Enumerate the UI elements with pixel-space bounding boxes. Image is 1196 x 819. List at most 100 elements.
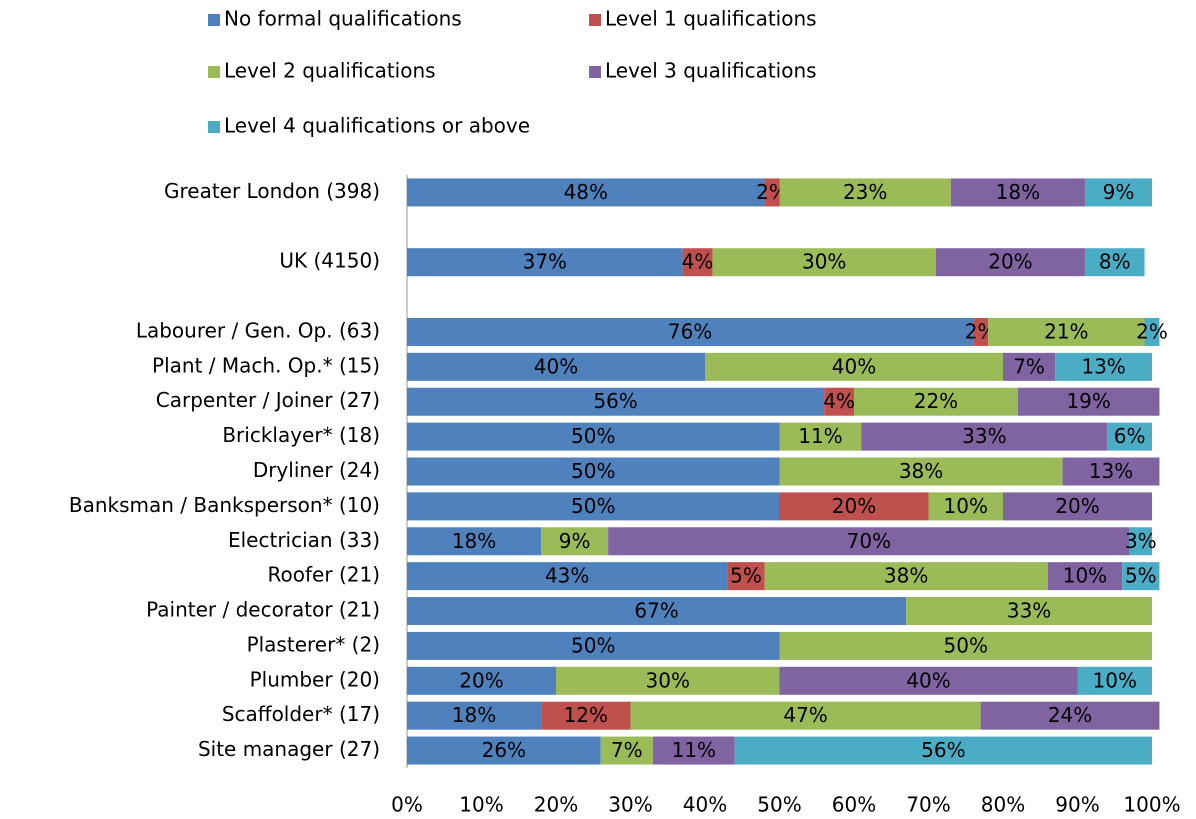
data-label: 10%	[1063, 564, 1107, 588]
data-label: 33%	[962, 424, 1006, 448]
data-label: 40%	[534, 354, 578, 378]
bar-segment	[407, 701, 542, 730]
data-label: 30%	[802, 250, 846, 274]
data-label: 6%	[1114, 424, 1146, 448]
bar-segment	[779, 666, 1078, 695]
legend-swatch	[589, 14, 601, 26]
y-tick-label: Plumber (20)	[250, 667, 380, 691]
bar-segment	[541, 527, 609, 556]
bar-segment	[727, 562, 765, 591]
x-tick-label: 80%	[981, 793, 1025, 817]
bar-segment	[906, 597, 1152, 626]
x-tick-label: 40%	[683, 793, 727, 817]
data-label: 56%	[593, 389, 637, 413]
bar-segment	[779, 492, 929, 521]
bar-segment	[407, 736, 601, 765]
bar-segment	[928, 492, 1003, 521]
x-tick-label: 30%	[608, 793, 652, 817]
bar-segment	[407, 248, 683, 277]
y-tick-label: Banksman / Banksperson* (10)	[69, 493, 380, 517]
data-label: 10%	[944, 494, 988, 518]
x-tick-label: 10%	[459, 793, 503, 817]
bar-segment	[1122, 562, 1160, 591]
data-label: 48%	[564, 180, 608, 204]
data-label: 5%	[1125, 564, 1157, 588]
bar-segment	[1062, 457, 1160, 486]
bar-segment	[1003, 352, 1056, 381]
data-label: 10%	[1093, 668, 1137, 692]
x-tick-label: 70%	[906, 793, 950, 817]
y-tick-label: UK (4150)	[279, 249, 380, 273]
data-label: 50%	[571, 424, 615, 448]
data-label: 33%	[1007, 599, 1051, 623]
bar-segment	[980, 701, 1160, 730]
x-tick-label: 60%	[832, 793, 876, 817]
data-label: 4%	[682, 250, 714, 274]
bar-segment	[1077, 666, 1152, 695]
bar-segment	[712, 248, 936, 277]
data-label: 20%	[459, 668, 503, 692]
bar-segment	[407, 631, 780, 660]
legend-swatch	[208, 14, 220, 26]
data-label: 19%	[1066, 389, 1110, 413]
y-tick-label: Carpenter / Joiner (27)	[156, 388, 380, 412]
data-label: 9%	[1103, 180, 1135, 204]
bar-segment	[1107, 422, 1152, 451]
bar-segment	[608, 527, 1130, 556]
data-label: 22%	[914, 389, 958, 413]
bar-segment	[407, 666, 556, 695]
bar-segment	[407, 527, 542, 556]
legend-swatch	[208, 121, 220, 133]
bar-segment	[854, 387, 1018, 416]
bar-segment	[988, 317, 1145, 346]
y-tick-label: Labourer / Gen. Op. (63)	[136, 318, 380, 342]
y-tick-label: Dryliner (24)	[253, 458, 380, 482]
bar-segment	[630, 701, 981, 730]
bar-segment	[1003, 492, 1152, 521]
y-tick-label: Electrician (33)	[228, 528, 380, 552]
data-label: 7%	[1013, 354, 1045, 378]
data-label: 12%	[564, 703, 608, 727]
x-tick-label: 90%	[1055, 793, 1099, 817]
data-label: 11%	[672, 738, 716, 762]
bar-segment	[407, 492, 780, 521]
y-tick-label: Plant / Mach. Op.* (15)	[152, 353, 380, 377]
bar-segment	[652, 736, 735, 765]
y-tick-label: Site manager (27)	[198, 737, 380, 761]
bar-segment	[705, 352, 1003, 381]
bar-segment	[861, 422, 1108, 451]
bar-segment	[407, 597, 907, 626]
bar-segment	[734, 736, 1152, 765]
bar-segment	[1084, 248, 1145, 277]
bar-segment	[1144, 317, 1160, 346]
data-label: 37%	[523, 250, 567, 274]
legend-swatch	[208, 66, 220, 78]
data-label: 23%	[843, 180, 887, 204]
bar-segment	[1055, 352, 1152, 381]
y-tick-label: Bricklayer* (18)	[222, 423, 380, 447]
bar-segment	[1129, 527, 1152, 556]
bar-segment	[407, 387, 825, 416]
data-label: 76%	[668, 319, 712, 343]
bar-segment	[407, 352, 705, 381]
data-label: 70%	[847, 529, 891, 553]
data-label: 26%	[482, 738, 526, 762]
data-label: 20%	[832, 494, 876, 518]
data-label: 20%	[1055, 494, 1099, 518]
bar-segment	[779, 422, 862, 451]
y-tick-label: Greater London (398)	[164, 179, 380, 203]
bar-segment	[1084, 178, 1152, 207]
y-tick-label: Plasterer* (2)	[247, 632, 380, 656]
bar-segment	[407, 317, 974, 346]
data-label: 8%	[1099, 250, 1131, 274]
data-label: 13%	[1089, 459, 1133, 483]
x-tick-label: 50%	[757, 793, 801, 817]
bar-segment	[682, 248, 713, 277]
data-label: 50%	[944, 633, 988, 657]
legend-label: Level 4 qualifications or above	[224, 114, 530, 138]
data-label: 18%	[452, 703, 496, 727]
legend-label: Level 2 qualifications	[224, 59, 436, 83]
data-label: 24%	[1048, 703, 1092, 727]
bar-segment	[407, 422, 780, 451]
